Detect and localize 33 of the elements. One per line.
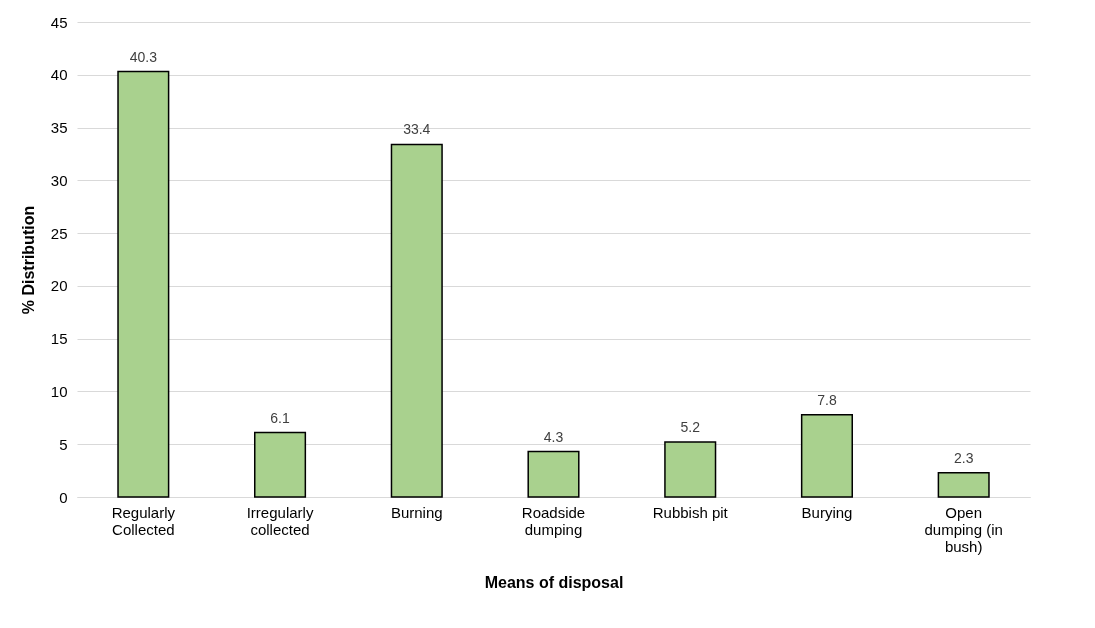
- bar: [664, 441, 717, 498]
- y-tick-label: 45: [50, 13, 68, 31]
- data-label: 40.3: [129, 48, 158, 65]
- bar: [800, 413, 853, 498]
- data-label: 7.8: [817, 391, 837, 408]
- y-tick-label: 35: [50, 119, 68, 137]
- bar: [527, 450, 580, 498]
- data-label: 33.4: [403, 121, 431, 138]
- y-tick-label: 40: [50, 66, 68, 84]
- y-tick-label: 15: [50, 330, 68, 348]
- y-tick-label: 25: [50, 224, 68, 242]
- y-tick-label: 20: [50, 277, 68, 295]
- x-tick-label: Burying: [801, 503, 853, 521]
- x-tick-label: Irregularly collected: [246, 503, 314, 538]
- data-label: 5.2: [680, 419, 701, 436]
- x-axis-title: Means of disposal: [484, 573, 624, 591]
- bar: [937, 471, 990, 498]
- y-axis-title: % Distribution: [19, 205, 37, 315]
- y-tick-label: 5: [59, 435, 68, 453]
- bar: [117, 70, 170, 498]
- y-tick-label: 10: [50, 382, 68, 400]
- y-tick-label: 30: [50, 171, 68, 189]
- x-tick-label: Open dumping (in bush): [924, 503, 1003, 555]
- data-label: 2.3: [953, 449, 974, 466]
- y-tick-label: 0: [59, 488, 68, 506]
- x-tick-label: Rubbish pit: [652, 503, 729, 521]
- bar: [254, 431, 307, 498]
- data-label: 6.1: [270, 409, 290, 426]
- x-tick-label: Regularly Collected: [111, 503, 176, 538]
- data-label: 4.3: [543, 428, 564, 445]
- bar: [390, 143, 443, 498]
- x-tick-label: Burning: [390, 503, 443, 521]
- x-tick-label: Roadside dumping: [521, 503, 586, 538]
